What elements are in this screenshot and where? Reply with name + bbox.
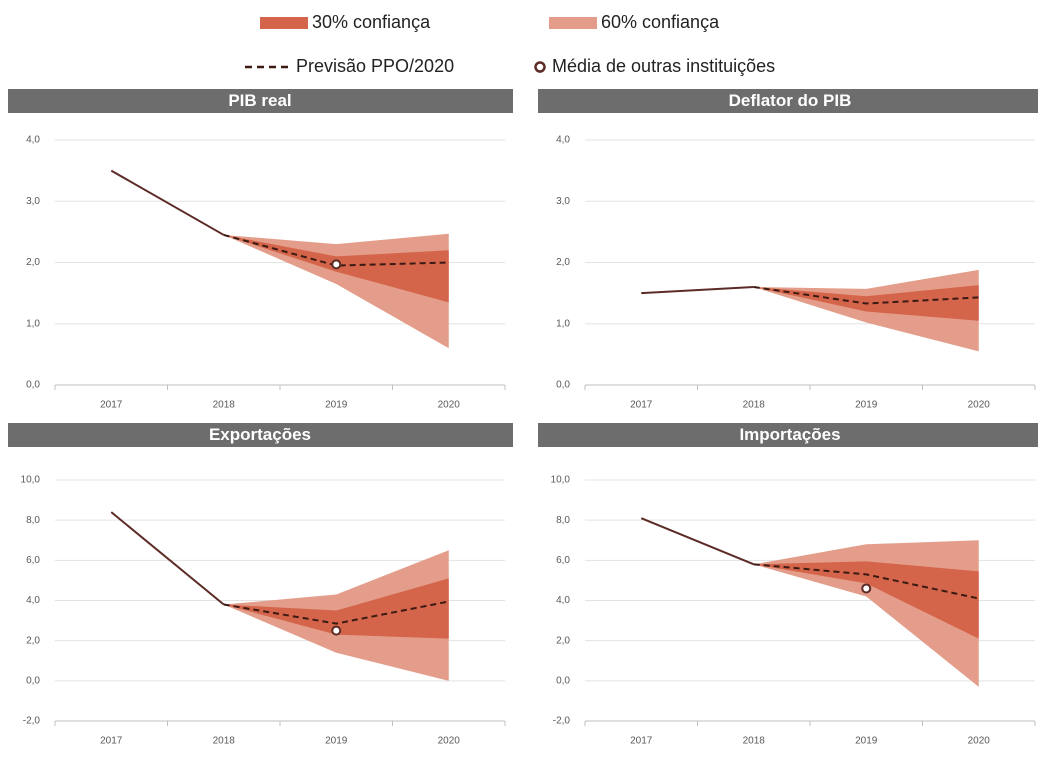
- panel-header: [8, 89, 513, 113]
- panel-title: Deflator do PIB: [729, 91, 852, 110]
- y-tick-label: 0,0: [26, 675, 40, 686]
- y-tick-label: 10,0: [21, 475, 41, 486]
- y-tick-label: 4,0: [26, 135, 40, 146]
- x-tick-label: 2017: [100, 400, 123, 411]
- legend-label: 30% confiança: [312, 12, 431, 32]
- media-marker: [331, 259, 342, 270]
- y-tick-label: 3,0: [556, 196, 570, 207]
- y-tick-label: 4,0: [556, 135, 570, 146]
- y-tick-label: 4,0: [556, 595, 570, 606]
- x-tick-label: 2019: [855, 400, 878, 411]
- forecast-line: [753, 286, 979, 305]
- legend: 30% confiança 60% confiança Previsão PPO…: [296, 12, 775, 76]
- legend-swatch: [534, 61, 546, 73]
- forecast-line: [223, 233, 449, 267]
- forecast-line: [223, 600, 449, 625]
- x-tick-label: 2017: [630, 400, 653, 411]
- x-tick-label: 2020: [968, 400, 991, 411]
- x-tick-label: 2019: [325, 400, 348, 411]
- x-tick-label: 2018: [743, 736, 766, 747]
- y-tick-label: 8,0: [556, 515, 570, 526]
- x-tick-label: 2017: [630, 736, 653, 747]
- panel-title: Importações: [739, 425, 840, 444]
- forecast-line: [753, 563, 979, 600]
- panel-header: [538, 423, 1038, 447]
- y-tick-label: 2,0: [26, 257, 40, 268]
- y-tick-label: 2,0: [26, 635, 40, 646]
- panel-header: [538, 89, 1038, 113]
- media-marker: [331, 625, 342, 636]
- x-tick-label: 2018: [743, 400, 766, 411]
- y-tick-label: 2,0: [556, 635, 570, 646]
- y-tick-label: 0,0: [556, 675, 570, 686]
- y-tick-label: 1,0: [556, 318, 570, 329]
- panel-header: [8, 423, 513, 447]
- media-marker: [861, 583, 872, 594]
- legend-swatch: [549, 17, 597, 29]
- x-tick-label: 2019: [855, 736, 878, 747]
- y-tick-label: 0,0: [556, 380, 570, 391]
- legend-swatch: [260, 17, 308, 29]
- confidence-band: [753, 561, 979, 639]
- y-tick-label: 1,0: [26, 318, 40, 329]
- x-tick-label: 2019: [325, 736, 348, 747]
- y-tick-label: 10,0: [551, 475, 571, 486]
- y-tick-label: -2,0: [23, 716, 41, 727]
- y-tick-label: -2,0: [553, 716, 571, 727]
- y-tick-label: 8,0: [26, 515, 40, 526]
- x-tick-label: 2018: [213, 400, 236, 411]
- history-line: [640, 517, 755, 566]
- x-tick-label: 2017: [100, 736, 123, 747]
- x-tick-label: 2020: [438, 736, 461, 747]
- y-tick-label: 6,0: [26, 555, 40, 566]
- y-tick-label: 2,0: [556, 257, 570, 268]
- y-tick-label: 3,0: [26, 196, 40, 207]
- panel-title: Exportações: [209, 425, 311, 444]
- legend-label: Previsão PPO/2020: [296, 56, 454, 76]
- y-tick-label: 0,0: [26, 380, 40, 391]
- history-line: [641, 286, 754, 295]
- confidence-band: [223, 578, 449, 639]
- x-tick-label: 2018: [213, 736, 236, 747]
- history-line: [110, 511, 225, 606]
- legend-label: 60% confiança: [601, 12, 720, 32]
- panel-title: PIB real: [228, 91, 291, 110]
- x-tick-label: 2020: [968, 736, 991, 747]
- x-tick-label: 2020: [438, 400, 461, 411]
- y-tick-label: 4,0: [26, 595, 40, 606]
- y-tick-label: 6,0: [556, 555, 570, 566]
- history-line: [110, 169, 225, 236]
- legend-label: Média de outras instituições: [552, 56, 775, 76]
